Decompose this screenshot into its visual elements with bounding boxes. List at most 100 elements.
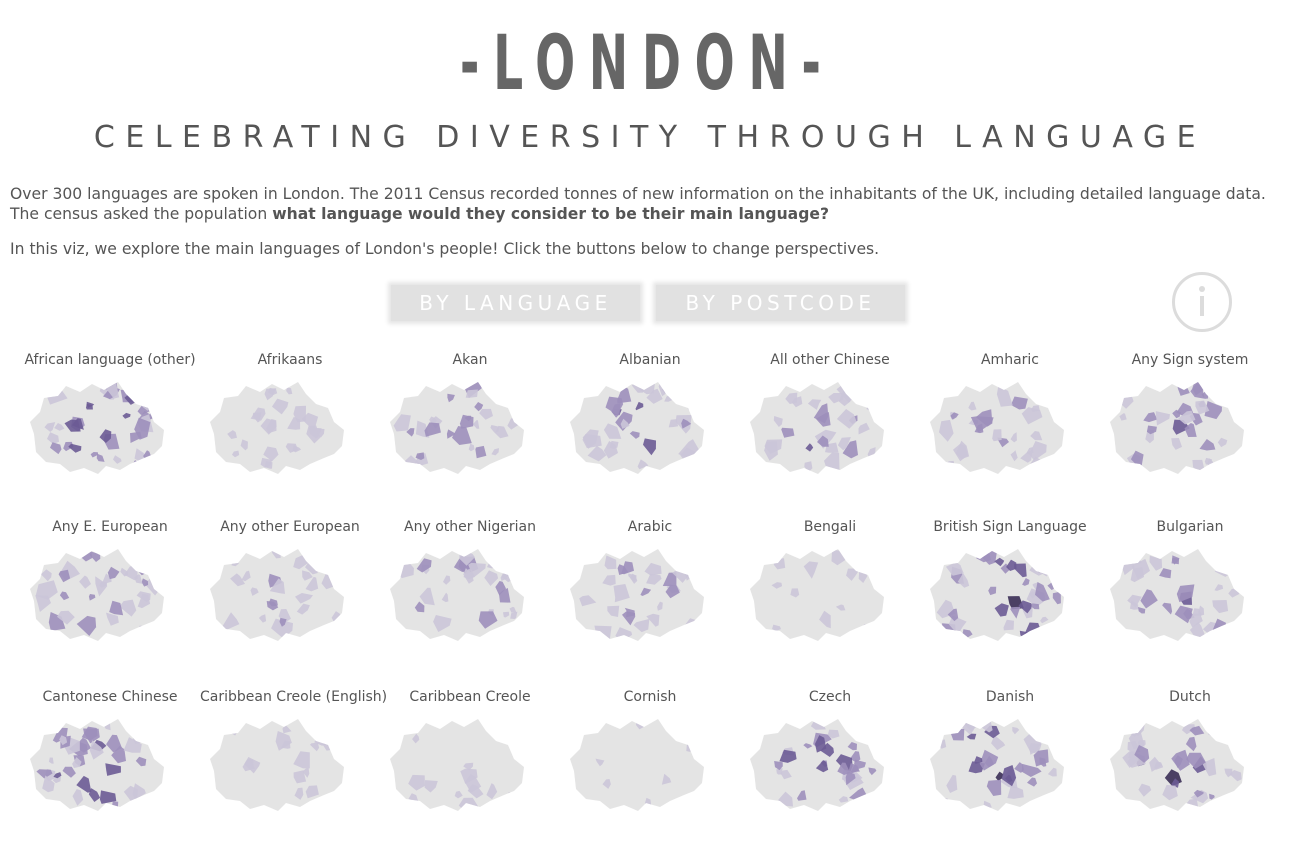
map-region — [1050, 719, 1064, 730]
map-cell[interactable]: Caribbean Creole (English) — [200, 689, 387, 849]
map-region — [995, 771, 1004, 781]
map-region — [781, 427, 795, 438]
map-region — [89, 740, 104, 760]
map-region — [644, 562, 662, 576]
map-region — [837, 437, 851, 451]
map-region — [403, 384, 416, 397]
map-region — [1121, 719, 1134, 731]
map-region — [1195, 400, 1210, 415]
map-region — [295, 593, 313, 604]
map-region — [68, 443, 82, 453]
map-cell[interactable]: Any other European — [200, 519, 380, 679]
map-cell[interactable]: Cantonese Chinese — [20, 689, 200, 849]
map-cell[interactable]: Amharic — [920, 352, 1100, 512]
by-postcode-button[interactable]: BY POSTCODE — [656, 285, 905, 321]
london-map — [750, 382, 884, 474]
map-region — [1027, 777, 1037, 787]
map-region — [393, 414, 411, 432]
map-cell[interactable]: Any E. European — [20, 519, 200, 679]
map-region — [83, 728, 100, 744]
map-region — [441, 592, 449, 603]
map-region — [408, 774, 425, 791]
map-region — [111, 745, 126, 764]
info-icon[interactable] — [1172, 272, 1232, 332]
map-label: Albanian — [619, 352, 681, 368]
map-region — [1119, 413, 1127, 421]
map-region — [42, 775, 55, 793]
map-cell[interactable]: Albanian — [560, 352, 740, 512]
london-map — [1110, 549, 1244, 641]
map-region — [858, 571, 868, 583]
map-region — [974, 756, 983, 764]
map-region — [1143, 412, 1158, 423]
map-region — [1040, 616, 1049, 624]
map-region — [1021, 407, 1043, 425]
map-region — [1171, 778, 1180, 788]
map-cell[interactable]: Akan — [380, 352, 560, 512]
map-region — [296, 603, 310, 615]
map-cell[interactable]: British Sign Language — [920, 519, 1100, 679]
map-region — [54, 423, 65, 431]
map-cell[interactable]: Caribbean Creole — [380, 689, 560, 849]
map-region — [131, 722, 144, 738]
map-region — [57, 610, 75, 625]
map-region — [662, 572, 677, 587]
by-language-button[interactable]: BY LANGUAGE — [391, 285, 640, 321]
map-region — [506, 792, 518, 808]
map-region — [76, 775, 92, 793]
map-region — [1209, 793, 1215, 800]
map-region — [968, 401, 977, 411]
map-outline — [210, 719, 344, 811]
map-cell[interactable]: Czech — [740, 689, 920, 849]
map-region — [947, 460, 955, 469]
map-cell[interactable]: Any Sign system — [1100, 352, 1280, 512]
map-region — [848, 763, 859, 774]
map-region — [1162, 602, 1173, 615]
map-label: African language (other) — [24, 352, 196, 368]
map-outline — [210, 382, 344, 474]
map-region — [758, 382, 769, 398]
map-cell[interactable]: Any other Nigerian — [380, 519, 560, 679]
map-cell[interactable]: Cornish — [560, 689, 740, 849]
map-region — [1176, 584, 1195, 603]
map-region — [604, 555, 617, 570]
map-region — [35, 580, 58, 600]
map-region — [76, 615, 97, 636]
map-region — [499, 588, 511, 603]
map-region — [1159, 568, 1172, 579]
map-region — [1219, 563, 1229, 571]
map-label: Bengali — [803, 519, 857, 535]
map-region — [838, 796, 849, 803]
map-region — [454, 790, 463, 799]
map-cell[interactable]: Danish — [920, 689, 1100, 849]
map-cell[interactable]: African language (other) — [20, 352, 200, 512]
map-region — [991, 735, 1006, 751]
map-cell[interactable]: Bengali — [740, 519, 920, 679]
map-region — [96, 453, 105, 462]
map-region — [945, 562, 964, 576]
map-cell[interactable]: Afrikaans — [200, 352, 380, 512]
map-region — [594, 625, 612, 641]
map-region — [1035, 582, 1050, 602]
map-region — [1010, 396, 1028, 410]
map-region — [1034, 724, 1052, 744]
map-region — [123, 737, 142, 753]
map-region — [109, 600, 124, 616]
map-outline — [390, 382, 524, 474]
map-region — [424, 422, 441, 437]
map-region — [992, 429, 1002, 442]
map-cell[interactable]: Bulgarian — [1100, 519, 1280, 679]
map-cell[interactable]: All other Chinese — [740, 352, 920, 512]
map-region — [241, 570, 251, 582]
map-region — [258, 614, 267, 623]
map-region — [603, 423, 622, 439]
map-region — [286, 387, 293, 395]
map-cell[interactable]: Arabic — [560, 519, 740, 679]
london-map — [570, 382, 704, 474]
map-region — [988, 586, 997, 596]
map-region — [946, 774, 958, 793]
map-region — [815, 412, 831, 427]
map-region — [119, 599, 137, 617]
map-cell[interactable]: Dutch — [1100, 689, 1280, 849]
map-label: Cornish — [623, 689, 677, 705]
